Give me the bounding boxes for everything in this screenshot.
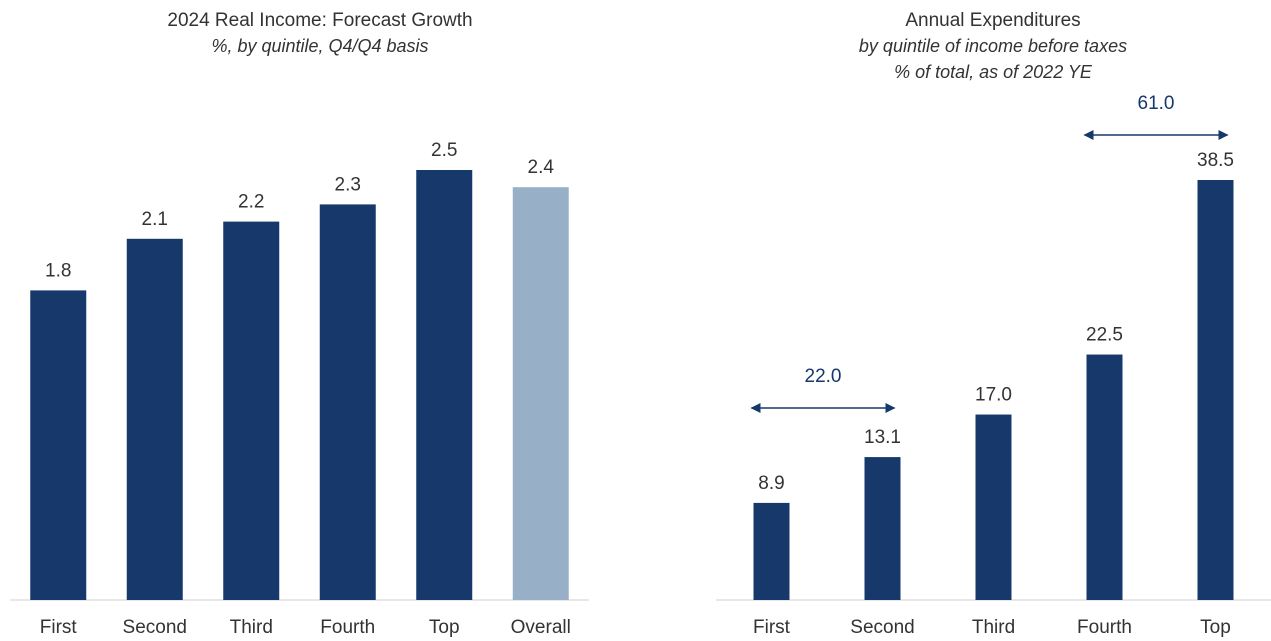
data-label: 17.0 [975, 385, 1012, 406]
bar [319, 204, 376, 600]
annotation-label: 22.0 [805, 366, 842, 387]
x-tick-label: First [753, 617, 791, 638]
bar [864, 457, 901, 600]
x-tick-label: Third [230, 617, 273, 638]
data-label: 38.5 [1197, 150, 1234, 171]
chart-subtitle: by quintile of income before taxes [859, 36, 1127, 56]
bar [512, 187, 569, 600]
bar [753, 502, 790, 600]
bar [975, 414, 1012, 600]
x-tick-label: First [40, 617, 78, 638]
bar [1086, 354, 1123, 600]
bar [126, 238, 183, 601]
data-label: 2.3 [335, 174, 361, 195]
chart-subtitle: % of total, as of 2022 YE [894, 62, 1093, 82]
bar [1197, 180, 1234, 600]
chart-title: Annual Expenditures [905, 10, 1080, 31]
data-label: 13.1 [864, 427, 901, 448]
x-tick-label: Fourth [320, 617, 375, 638]
x-tick-label: Second [123, 617, 187, 638]
data-label: 1.8 [45, 260, 71, 281]
bar [30, 290, 87, 600]
data-label: 2.2 [238, 192, 264, 213]
data-label: 2.4 [528, 157, 555, 178]
x-tick-label: Fourth [1077, 617, 1132, 638]
chart-title: 2024 Real Income: Forecast Growth [167, 10, 472, 31]
x-tick-label: Third [972, 617, 1015, 638]
data-label: 2.5 [431, 140, 457, 161]
x-tick-label: Overall [511, 617, 571, 638]
annotation-label: 61.0 [1138, 93, 1175, 114]
data-label: 2.1 [142, 209, 168, 230]
x-tick-label: Top [429, 617, 460, 638]
bar [416, 170, 473, 600]
data-label: 8.9 [758, 473, 784, 494]
x-tick-label: Second [850, 617, 914, 638]
data-label: 22.5 [1086, 325, 1123, 346]
x-tick-label: Top [1200, 617, 1231, 638]
chart-subtitle: %, by quintile, Q4/Q4 basis [211, 36, 428, 56]
bar [223, 221, 280, 600]
